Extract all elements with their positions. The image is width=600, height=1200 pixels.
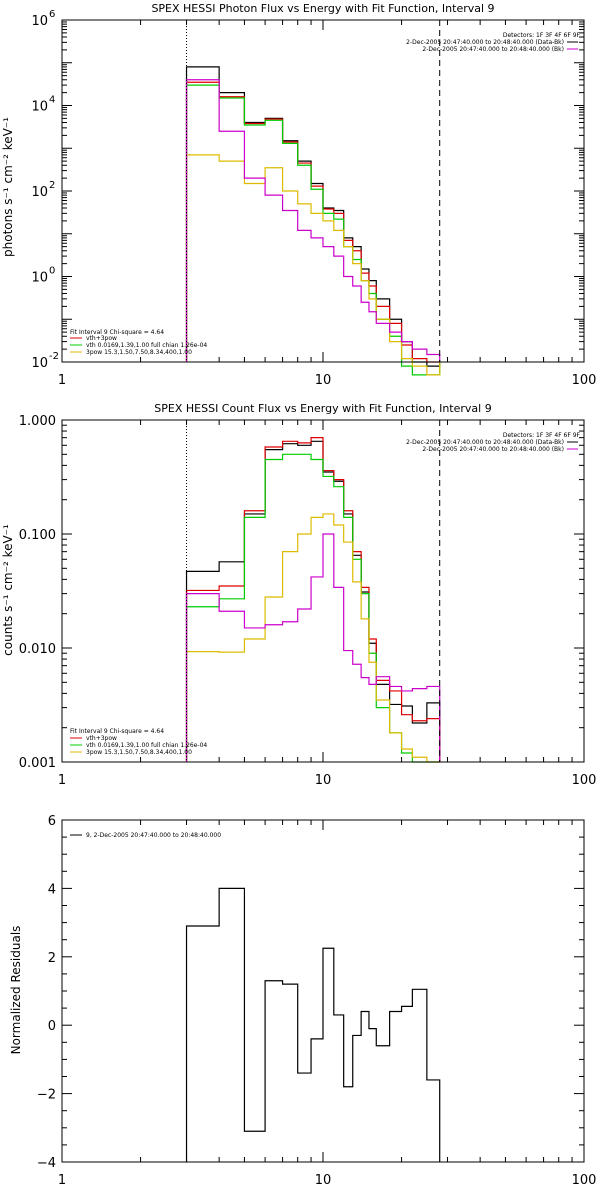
panel2-legend-right: 2-Dec-2005 20:47:40.000 to 20:48:40.000 …: [406, 439, 578, 453]
panel-photon-flux: SPEX HESSI Photon Flux vs Energy with Fi…: [1, 2, 596, 388]
legend-left-item: vth 0.0169,1.39,1.00 full chian 1.26e-04: [86, 342, 207, 349]
y-tick-exponent: -2: [49, 351, 59, 362]
legend-left-item: 3pow 15.3,1.50,7.50,8.34,400,1.00: [86, 749, 192, 756]
x-tick-label: 10: [315, 1173, 332, 1188]
y-tick-label: 10: [31, 356, 48, 371]
x-tick-label: 1: [58, 773, 66, 788]
y-tick-label: −4: [37, 1156, 56, 1171]
x-tick-label: 100: [572, 1173, 597, 1188]
y-tick-label: 6: [48, 814, 56, 829]
x-tick-label: 1: [58, 1173, 66, 1188]
y-tick-label: 2: [48, 951, 56, 966]
panel1-frame: [61, 19, 585, 363]
panel2-legend-left-title: Fit Interval 9 Chi-square = 4.64: [70, 728, 164, 735]
y-tick-label: 10: [31, 271, 48, 286]
x-tick-label: 1: [58, 373, 66, 388]
panel1-legend-left-title: Fit Interval 9 Chi-square = 4.64: [70, 329, 164, 336]
x-tick-label: 100: [572, 773, 597, 788]
series-2-line: [185, 453, 440, 763]
panel-count-flux: SPEX HESSI Count Flux vs Energy with Fit…: [1, 402, 596, 788]
y-tick-exponent: 4: [49, 95, 55, 106]
panel-residuals: Normalized Residuals 1 10 100 6 4 2 0 −2 −4 9, 2…: [9, 814, 596, 1188]
series-4-line: [185, 533, 441, 762]
y-tick-label: 0.010: [19, 642, 56, 657]
panel2-vlines: [186, 420, 441, 762]
panel1-legend-right: 2-Dec-2005 20:47:40.000 to 20:48:40.000 …: [406, 39, 578, 53]
series-3-line: [185, 513, 440, 763]
series-1-line: [185, 437, 441, 762]
panel3-ticks: 1 10 100 6 4 2 0 −2 −4: [37, 814, 597, 1188]
legend-right-item: 2-Dec-2005 20:47:40.000 to 20:48:40.000 …: [422, 446, 564, 453]
legend-right-item: 2-Dec-2005 20:47:40.000 to 20:48:40.000 …: [422, 46, 564, 53]
y-tick-label: 10: [31, 14, 48, 29]
panel2-title: SPEX HESSI Count Flux vs Energy with Fit…: [154, 402, 491, 415]
y-tick-label: 1.000: [19, 414, 56, 429]
panel1-series: [185, 66, 441, 376]
panel1-legend-header: Detectors: 1F 3F 4F 6F 9F: [503, 32, 581, 39]
x-tick-label: 10: [315, 773, 332, 788]
panel3-frame: [61, 819, 585, 1163]
panel2-frame: [61, 419, 585, 763]
x-tick-label: 100: [572, 373, 597, 388]
legend-left-item: 3pow 15.3,1.50,7.50,8.34,400,1.00: [86, 349, 192, 356]
y-tick-exponent: 6: [49, 9, 55, 20]
panel1-vlines: [186, 20, 441, 362]
y-tick-exponent: 0: [49, 266, 55, 277]
panel2-series: [185, 437, 441, 763]
legend-right-item: 2-Dec-2005 20:47:40.000 to 20:48:40.000 …: [406, 39, 564, 46]
y-tick-label: 4: [48, 882, 56, 897]
legend-left-item: 9, 2-Dec-2005 20:47:40.000 to 20:48:40.0…: [86, 832, 221, 839]
panel3-series: [185, 887, 441, 1162]
y-tick-label: 10: [31, 185, 48, 200]
panel1-title: SPEX HESSI Photon Flux vs Energy with Fi…: [151, 2, 494, 15]
series-0-line: [185, 66, 441, 367]
panel3-legend-left: 9, 2-Dec-2005 20:47:40.000 to 20:48:40.0…: [70, 832, 221, 839]
y-tick-label: 10: [31, 100, 48, 115]
y-tick-label: 0: [48, 1019, 56, 1034]
legend-left-item: vth+3pow: [86, 335, 117, 342]
legend-left-item: vth 0.0169,1.39,1.00 full chian 1.26e-04: [86, 742, 207, 749]
panel2-legend-header: Detectors: 1F 3F 4F 6F 9F: [503, 432, 581, 439]
y-tick-label: 0.001: [19, 756, 56, 771]
legend-left-item: vth+3pow: [86, 735, 117, 742]
series-4-line: [185, 79, 441, 362]
panel2-ticks: 1 10 100 1.000 0.100 0.010 0.001: [19, 414, 597, 788]
y-tick-label: 0.100: [19, 528, 56, 543]
x-tick-label: 10: [315, 373, 332, 388]
y-tick-label: −2: [37, 1088, 56, 1103]
y-tick-exponent: 2: [49, 180, 55, 191]
panel2-ylabel: counts s⁻¹ cm⁻² keV⁻¹: [1, 524, 15, 656]
panel3-ylabel: Normalized Residuals: [9, 926, 23, 1055]
series-0-line: [185, 887, 441, 1162]
panel1-ylabel: photons s⁻¹ cm⁻² keV⁻¹: [1, 117, 15, 257]
legend-right-item: 2-Dec-2005 20:47:40.000 to 20:48:40.000 …: [406, 439, 564, 446]
